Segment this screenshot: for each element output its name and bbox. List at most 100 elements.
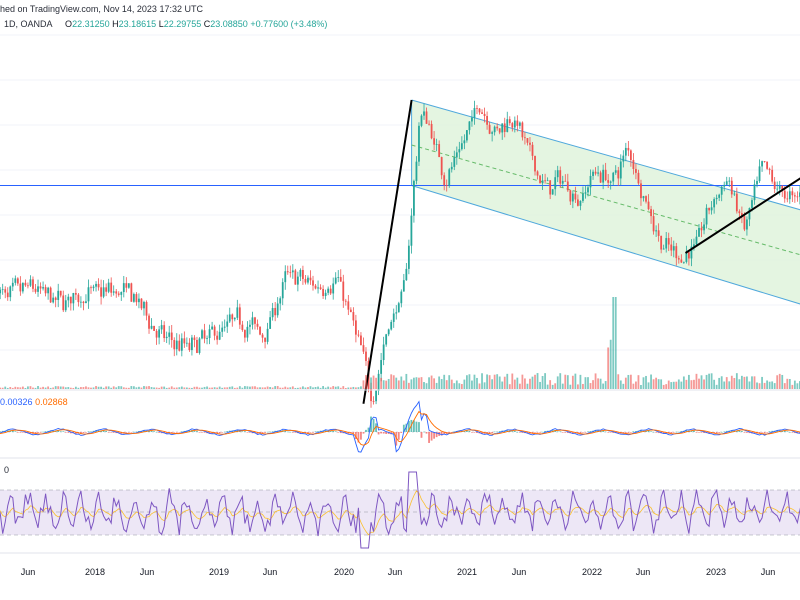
volume-bar (27, 386, 29, 389)
regression-channel[interactable] (411, 99, 800, 307)
macd-histogram-bar (763, 432, 766, 434)
macd-histogram-bar (375, 423, 377, 432)
volume-bar (125, 387, 128, 389)
macd-histogram-bar (382, 432, 385, 434)
macd-histogram-bar (155, 431, 158, 433)
volume-bar (783, 383, 786, 389)
volume-bar (728, 381, 731, 389)
candle-body (74, 293, 77, 295)
candle-body (42, 287, 44, 289)
macd-histogram-bar (198, 432, 201, 433)
volume-bar (428, 377, 430, 389)
macd-histogram-bar (650, 431, 652, 432)
volume-bar (725, 377, 728, 389)
macd-histogram-bar (16, 432, 19, 433)
macd-histogram-bar (534, 432, 536, 433)
volume-bar (763, 382, 766, 389)
candle-body (619, 161, 622, 179)
volume-bar (594, 373, 597, 389)
volume-bar (771, 381, 774, 389)
candle-body (339, 277, 342, 282)
macd-histogram-bar (415, 421, 418, 432)
candle-body (6, 292, 9, 298)
trendlines[interactable] (362, 99, 800, 404)
macd-histogram-bar (599, 431, 602, 432)
candle-body (705, 207, 708, 225)
volume-bar (529, 378, 531, 389)
macd-histogram-bar (740, 431, 743, 432)
volume-bar (587, 377, 589, 389)
change-value: +0.77600 (+3.48%) (250, 19, 328, 29)
candle-body (718, 194, 721, 198)
volume-bar (672, 381, 675, 389)
candle-body (191, 337, 193, 351)
candle-body (496, 126, 499, 129)
macd-histogram-bar (354, 432, 357, 440)
volume-bar (4, 386, 7, 389)
volume-bar (599, 378, 602, 389)
candle-body (107, 282, 110, 292)
macd-histogram-bar (440, 432, 443, 436)
macd-histogram-bar (443, 432, 446, 435)
candle-body (609, 181, 612, 183)
macd-histogram-bar (279, 430, 282, 432)
macd-histogram-bar (420, 432, 423, 438)
candle-body (57, 290, 60, 300)
macd-histogram-bar (513, 430, 516, 432)
macd-histogram-bar (85, 432, 87, 433)
volume-bar (518, 383, 521, 389)
candle-body (445, 185, 448, 186)
macd-histogram-bar (387, 432, 390, 434)
candle-body (680, 259, 683, 263)
volume-bar (650, 374, 652, 389)
volume-bar (92, 387, 95, 389)
candle-body (276, 303, 279, 316)
candle-body (594, 171, 597, 174)
candle-body (47, 287, 50, 294)
candle-body (332, 283, 335, 294)
interval-label: 1D, OANDA (4, 19, 53, 29)
macd-histogram-bar (37, 432, 39, 433)
volume-bar (582, 383, 584, 389)
macd-histogram-bar (708, 432, 710, 434)
candle-body (185, 342, 188, 344)
macd-histogram-bar (19, 432, 22, 433)
macd-histogram-bar (14, 431, 17, 432)
candle-body (155, 330, 158, 338)
volume-bar (6, 387, 9, 389)
volume-bar (59, 386, 62, 389)
candle-body (539, 175, 541, 184)
volume-bar (271, 387, 274, 389)
time-axis-label: 2023 (706, 567, 726, 577)
volume-bar (375, 377, 377, 389)
candle-body (322, 288, 325, 296)
volume-bar (781, 374, 784, 389)
macd-histogram-bar (715, 432, 718, 434)
volume-bar (352, 386, 355, 389)
macd-histogram-bar (622, 432, 625, 434)
volume-bar (531, 376, 534, 389)
time-axis-label: 2018 (85, 567, 105, 577)
volume-bar (660, 379, 663, 389)
volume-bar (776, 375, 779, 389)
published-info: hed on TradingView.com, Nov 14, 2023 17:… (0, 4, 203, 14)
time-axis-label: 2022 (582, 567, 602, 577)
candle-body (455, 152, 458, 158)
candle-body (228, 314, 231, 322)
candle-body (415, 161, 418, 181)
candle-body (665, 238, 668, 249)
macd-histogram-bar (80, 432, 82, 434)
volume-bar (269, 387, 272, 389)
volume-bar (524, 378, 526, 389)
volume-bar (279, 387, 282, 389)
macd-histogram-bar (783, 430, 786, 432)
candle-body (577, 199, 579, 206)
macd-histogram-bar (218, 432, 221, 434)
volume-bar (693, 379, 695, 389)
candle-body (688, 252, 690, 259)
volume-bar (511, 373, 514, 389)
candle-body (640, 183, 642, 199)
volume-bar (385, 380, 388, 389)
macd-histogram-bar (435, 432, 438, 438)
